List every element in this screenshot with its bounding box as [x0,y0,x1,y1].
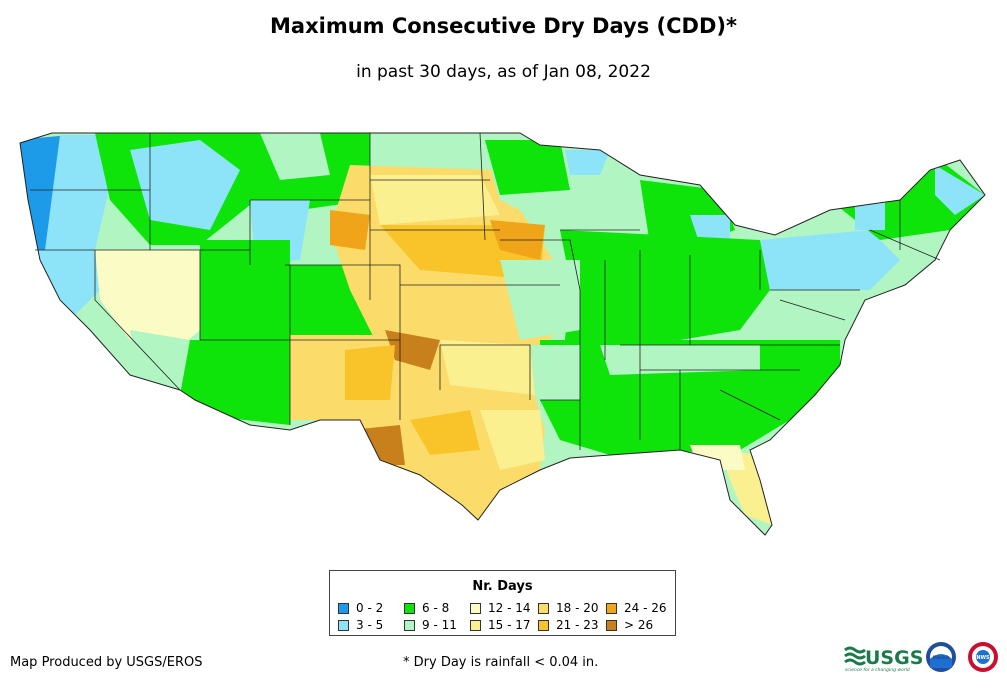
legend-label: 24 - 26 [624,601,667,615]
map-title: Maximum Consecutive Dry Days (CDD)* [270,14,737,38]
legend-label: > 26 [624,618,654,632]
legend-swatch-5 [470,619,481,631]
usgs-logo-tagline: science for a changing world [845,667,910,673]
region-northeast-blue [760,230,900,290]
region-oklahoma [440,340,535,395]
region-sd-spots [330,210,370,250]
legend-item: 18 - 20 [538,601,606,615]
legend-swatch-6 [538,602,549,614]
map-credit: Map Produced by USGS/EROS [10,655,203,670]
legend-label: 9 - 11 [422,618,457,632]
dry-day-footnote: * Dry Day is rainfall < 0.04 in. [403,655,599,670]
region-fl-light [690,445,745,470]
legend-label: 21 - 23 [556,618,599,632]
region-midwest-green [560,230,770,350]
map-subtitle: in past 30 days, as of Jan 08, 2022 [356,62,651,82]
legend-swatch-8 [606,602,617,614]
legend-item: 9 - 11 [404,618,470,632]
region-montana-light [260,133,330,180]
us-outline [19,132,986,536]
legend-label: 6 - 8 [422,601,450,615]
nws-logo: NWS [968,642,998,672]
legend-swatch-9 [606,619,617,631]
legend-label: 12 - 14 [488,601,531,615]
region-utah-green [200,240,290,340]
region-north-mn-green [485,140,570,195]
region-ny-blue [855,200,885,230]
region-east-tx-light [480,410,545,470]
legend-swatch-2 [404,602,415,614]
legend-title: Nr. Days [472,579,533,594]
legend-item: > 26 [606,618,672,632]
legend-grid: 0 - 2 6 - 8 12 - 14 18 - 20 24 - 26 3 - … [338,601,672,632]
legend-swatch-3 [404,619,415,631]
legend-label: 18 - 20 [556,601,599,615]
legend-item: 12 - 14 [470,601,538,615]
region-dakota-light [370,175,500,225]
legend-item: 21 - 23 [538,618,606,632]
legend-item: 0 - 2 [338,601,404,615]
legend-item: 6 - 8 [404,601,470,615]
region-maine-blue [935,165,985,215]
legend-swatch-0 [338,602,349,614]
region-arkansas [530,345,580,400]
region-nevada [95,250,200,360]
nws-logo-text: NWS [976,655,990,661]
usgs-logo-text: USGS [865,647,923,669]
legend-swatch-1 [338,619,349,631]
us-dry-days-map [19,132,986,536]
legend-label: 3 - 5 [356,618,384,632]
legend-label: 15 - 17 [488,618,531,632]
legend-label: 0 - 2 [356,601,384,615]
region-west-tx-brown [350,425,405,465]
region-up-blue [565,150,610,175]
region-nm-orange [345,345,395,400]
region-west-coast [45,135,110,260]
legend-item: 24 - 26 [606,601,672,615]
agency-logos: USGS science for a changing world noaa N… [844,642,998,673]
legend-swatch-4 [470,602,481,614]
region-central-tx-orange [410,410,480,455]
legend-box: Nr. Days 0 - 2 6 - 8 12 - 14 18 - 20 24 … [329,570,676,636]
region-iowa-light [500,260,580,340]
usgs-logo: USGS science for a changing world [844,646,923,673]
state-borders [30,132,941,450]
region-idaho-light [130,140,240,230]
noaa-logo-text: noaa [933,654,950,661]
region-sw-desert [130,330,190,395]
legend-item: 3 - 5 [338,618,404,632]
legend-item: 15 - 17 [470,618,538,632]
legend-swatch-7 [538,619,549,631]
noaa-logo: noaa [926,642,956,672]
